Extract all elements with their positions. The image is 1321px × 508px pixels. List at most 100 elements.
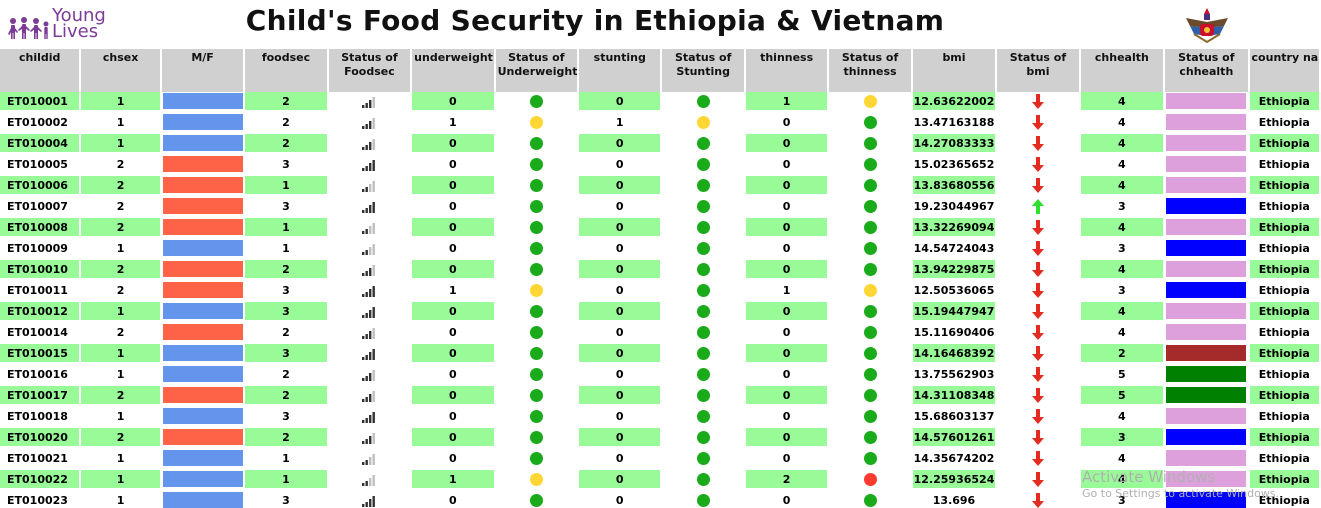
cell-status-foodsec[interactable] — [327, 174, 413, 197]
cell-status-chhealth[interactable] — [1164, 216, 1250, 239]
cell-chhealth[interactable]: 4 — [1079, 132, 1166, 155]
table-row[interactable]: ET010012 1 3 0 0 0 15.19447947 4 Ethiopia — [0, 300, 1321, 323]
cell-status-stunting[interactable] — [661, 237, 746, 260]
cell-status-stunting[interactable] — [661, 363, 746, 386]
table-row[interactable]: ET010014 2 2 0 0 0 15.11690406 4 Ethiopia — [0, 321, 1321, 344]
cell-foodsec[interactable]: 1 — [244, 468, 329, 491]
cell-bmi[interactable]: 14.35674202 — [911, 447, 998, 470]
table-row[interactable]: ET010001 1 2 0 0 1 12.63622002 4 Ethiopia — [0, 92, 1321, 113]
cell-status-chhealth[interactable] — [1164, 321, 1250, 344]
cell-status-thinness[interactable] — [828, 174, 913, 197]
cell-chhealth[interactable]: 5 — [1079, 363, 1166, 386]
cell-country[interactable]: Ethiopia — [1248, 342, 1321, 365]
cell-childid[interactable]: ET010018 — [0, 405, 82, 428]
cell-chsex[interactable]: 1 — [80, 342, 162, 365]
cell-status-thinness[interactable] — [828, 405, 913, 428]
cell-chsex[interactable]: 2 — [80, 384, 162, 407]
col-header-status-chhealth[interactable]: Status of chhealth — [1164, 49, 1250, 92]
cell-bmi[interactable]: 13.32269094 — [911, 216, 998, 239]
cell-status-bmi[interactable] — [996, 489, 1081, 508]
cell-status-bmi[interactable] — [996, 405, 1081, 428]
cell-mf[interactable] — [160, 426, 246, 449]
cell-status-foodsec[interactable] — [327, 384, 413, 407]
cell-chhealth[interactable]: 4 — [1079, 92, 1166, 113]
cell-status-foodsec[interactable] — [327, 237, 413, 260]
cell-foodsec[interactable]: 2 — [244, 132, 329, 155]
cell-bmi[interactable]: 19.23044967 — [911, 195, 998, 218]
cell-status-thinness[interactable] — [828, 300, 913, 323]
cell-status-thinness[interactable] — [828, 384, 913, 407]
cell-mf[interactable] — [160, 111, 246, 134]
cell-mf[interactable] — [160, 279, 246, 302]
cell-country[interactable]: Ethiopia — [1248, 300, 1321, 323]
cell-status-thinness[interactable] — [828, 111, 913, 134]
cell-mf[interactable] — [160, 468, 246, 491]
col-header-thinness[interactable]: thinness — [744, 49, 830, 92]
cell-status-foodsec[interactable] — [327, 300, 413, 323]
cell-stunting[interactable]: 0 — [578, 363, 663, 386]
cell-status-chhealth[interactable] — [1164, 300, 1250, 323]
cell-chsex[interactable]: 1 — [80, 405, 162, 428]
cell-status-stunting[interactable] — [661, 384, 746, 407]
cell-bmi[interactable]: 13.75562903 — [911, 363, 998, 386]
table-row[interactable]: ET010005 2 3 0 0 0 15.02365652 4 Ethiopia — [0, 153, 1321, 176]
cell-thinness[interactable]: 1 — [744, 279, 830, 302]
cell-stunting[interactable]: 0 — [578, 258, 663, 281]
cell-underweight[interactable]: 1 — [411, 468, 496, 491]
cell-childid[interactable]: ET010005 — [0, 153, 82, 176]
cell-status-thinness[interactable] — [828, 92, 913, 113]
cell-stunting[interactable]: 1 — [578, 111, 663, 134]
cell-status-foodsec[interactable] — [327, 216, 413, 239]
cell-status-stunting[interactable] — [661, 279, 746, 302]
cell-thinness[interactable]: 0 — [744, 489, 830, 508]
cell-status-stunting[interactable] — [661, 92, 746, 113]
cell-underweight[interactable]: 0 — [411, 321, 496, 344]
cell-foodsec[interactable]: 2 — [244, 384, 329, 407]
cell-status-thinness[interactable] — [828, 426, 913, 449]
cell-status-underweight[interactable] — [494, 92, 580, 113]
cell-chsex[interactable]: 2 — [80, 174, 162, 197]
cell-chhealth[interactable]: 4 — [1079, 447, 1166, 470]
cell-underweight[interactable]: 0 — [411, 216, 496, 239]
cell-bmi[interactable]: 12.25936524 — [911, 468, 998, 491]
cell-stunting[interactable]: 0 — [578, 216, 663, 239]
cell-status-bmi[interactable] — [996, 384, 1081, 407]
cell-thinness[interactable]: 0 — [744, 195, 830, 218]
cell-mf[interactable] — [160, 405, 246, 428]
cell-country[interactable]: Ethiopia — [1248, 153, 1321, 176]
table-row[interactable]: ET010004 1 2 0 0 0 14.27083333 4 Ethiopia — [0, 132, 1321, 155]
cell-status-chhealth[interactable] — [1164, 195, 1250, 218]
cell-chhealth[interactable]: 4 — [1079, 405, 1166, 428]
cell-chhealth[interactable]: 3 — [1079, 195, 1166, 218]
cell-status-thinness[interactable] — [828, 342, 913, 365]
cell-stunting[interactable]: 0 — [578, 237, 663, 260]
table-row[interactable]: ET010002 1 2 1 1 0 13.47163188 4 Ethiopia — [0, 111, 1321, 134]
cell-thinness[interactable]: 0 — [744, 363, 830, 386]
cell-country[interactable]: Ethiopia — [1248, 92, 1321, 113]
cell-status-chhealth[interactable] — [1164, 279, 1250, 302]
cell-bmi[interactable]: 14.57601261 — [911, 426, 998, 449]
col-header-country[interactable]: country nam — [1248, 49, 1321, 92]
cell-chhealth[interactable]: 2 — [1079, 342, 1166, 365]
table-row[interactable]: ET010007 2 3 0 0 0 19.23044967 3 Ethiopia — [0, 195, 1321, 218]
cell-chsex[interactable]: 2 — [80, 321, 162, 344]
cell-country[interactable]: Ethiopia — [1248, 321, 1321, 344]
cell-status-underweight[interactable] — [494, 300, 580, 323]
cell-childid[interactable]: ET010007 — [0, 195, 82, 218]
cell-chhealth[interactable]: 4 — [1079, 174, 1166, 197]
cell-underweight[interactable]: 0 — [411, 300, 496, 323]
cell-status-bmi[interactable] — [996, 300, 1081, 323]
cell-foodsec[interactable]: 3 — [244, 153, 329, 176]
cell-thinness[interactable]: 0 — [744, 216, 830, 239]
col-header-mf[interactable]: M/F — [160, 49, 246, 92]
cell-status-chhealth[interactable] — [1164, 132, 1250, 155]
cell-mf[interactable] — [160, 92, 246, 113]
cell-foodsec[interactable]: 2 — [244, 321, 329, 344]
cell-status-stunting[interactable] — [661, 216, 746, 239]
cell-mf[interactable] — [160, 258, 246, 281]
cell-foodsec[interactable]: 3 — [244, 405, 329, 428]
col-header-status-foodsec[interactable]: Status of Foodsec — [327, 49, 413, 92]
col-header-underweight[interactable]: underweight — [411, 49, 496, 92]
cell-status-thinness[interactable] — [828, 489, 913, 508]
cell-stunting[interactable]: 0 — [578, 153, 663, 176]
